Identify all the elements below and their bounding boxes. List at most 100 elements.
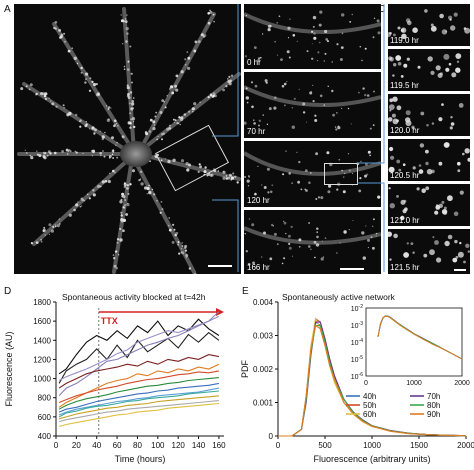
punctum <box>267 191 270 194</box>
punctum <box>454 239 458 244</box>
panel-label-a: A <box>4 4 11 15</box>
punctum <box>266 167 270 171</box>
punctum <box>340 46 344 49</box>
punctum <box>456 60 460 63</box>
punctum <box>181 251 185 255</box>
scale-bar-b <box>340 268 364 270</box>
punctum <box>222 88 226 92</box>
punctum <box>467 157 470 162</box>
punctum <box>463 27 467 30</box>
punctum <box>122 229 125 232</box>
punctum <box>29 154 32 157</box>
punctum <box>292 34 296 37</box>
punctum <box>116 156 119 159</box>
punctum <box>181 242 183 244</box>
punctum <box>164 106 167 109</box>
punctum <box>298 88 300 91</box>
punctum <box>180 70 184 74</box>
punctum <box>316 231 319 234</box>
punctum <box>185 254 189 257</box>
punctum <box>126 203 130 207</box>
inset-y-tick-label: 10-4 <box>351 338 363 347</box>
punctum <box>435 204 439 207</box>
punctum <box>285 150 287 152</box>
punctum <box>99 185 102 188</box>
punctum <box>377 195 381 199</box>
punctum <box>302 111 306 114</box>
punctum <box>361 59 363 62</box>
punctum <box>398 168 402 172</box>
punctum <box>131 81 133 84</box>
punctum <box>251 223 255 227</box>
punctum <box>336 43 339 46</box>
punctum <box>124 186 126 188</box>
punctum <box>375 232 378 235</box>
punctum <box>230 74 234 77</box>
punctum <box>59 36 62 39</box>
punctum <box>187 56 191 60</box>
punctum <box>244 176 246 178</box>
series-line-7 <box>58 377 219 410</box>
punctum <box>447 195 453 202</box>
punctum <box>313 32 316 35</box>
punctum <box>174 84 178 88</box>
punctum <box>83 199 86 202</box>
punctum <box>104 180 108 183</box>
punctum <box>79 206 82 208</box>
punctum <box>125 27 129 31</box>
punctum <box>317 51 320 54</box>
punctum <box>125 187 129 190</box>
punctum <box>450 122 455 126</box>
punctum <box>88 128 91 130</box>
punctum <box>171 240 175 244</box>
punctum <box>64 40 66 43</box>
punctum <box>48 97 50 100</box>
punctum <box>362 87 365 90</box>
punctum <box>186 51 189 53</box>
series-line-12 <box>58 400 219 423</box>
punctum <box>397 62 402 66</box>
punctum <box>200 166 202 168</box>
punctum <box>126 68 130 71</box>
legend-label-80h: 80h <box>427 401 440 410</box>
punctum <box>126 84 129 87</box>
punctum <box>352 220 354 221</box>
punctum <box>372 246 375 250</box>
inset-x-tick-label: 2000 <box>454 380 470 387</box>
punctum <box>369 127 372 130</box>
punctum <box>151 188 154 191</box>
punctum <box>177 241 180 244</box>
punctum <box>188 110 191 113</box>
punctum <box>427 56 433 62</box>
punctum <box>126 184 130 187</box>
punctum <box>123 68 126 70</box>
punctum <box>140 182 144 186</box>
punctum <box>324 29 328 34</box>
y-tick-label: 0.004 <box>253 298 274 307</box>
punctum <box>91 155 94 157</box>
punctum <box>407 20 412 26</box>
inset-x-tick-label: 1000 <box>406 380 422 387</box>
punctum <box>44 152 47 155</box>
punctum <box>403 63 408 68</box>
punctum <box>426 168 433 175</box>
punctum <box>114 250 118 253</box>
punctum <box>319 10 323 14</box>
punctum <box>336 252 338 254</box>
punctum <box>227 78 229 80</box>
punctum <box>74 150 76 152</box>
punctum <box>140 178 142 180</box>
punctum <box>286 80 288 83</box>
punctum <box>113 119 117 123</box>
ttx-label: TTX <box>101 316 118 326</box>
punctum <box>132 107 134 109</box>
punctum <box>127 202 129 205</box>
punctum <box>332 113 335 117</box>
punctum <box>319 94 323 98</box>
punctum <box>424 9 428 13</box>
punctum <box>181 245 184 247</box>
punctum <box>40 240 43 243</box>
punctum <box>342 176 345 178</box>
punctum <box>180 116 184 120</box>
punctum <box>283 257 286 260</box>
